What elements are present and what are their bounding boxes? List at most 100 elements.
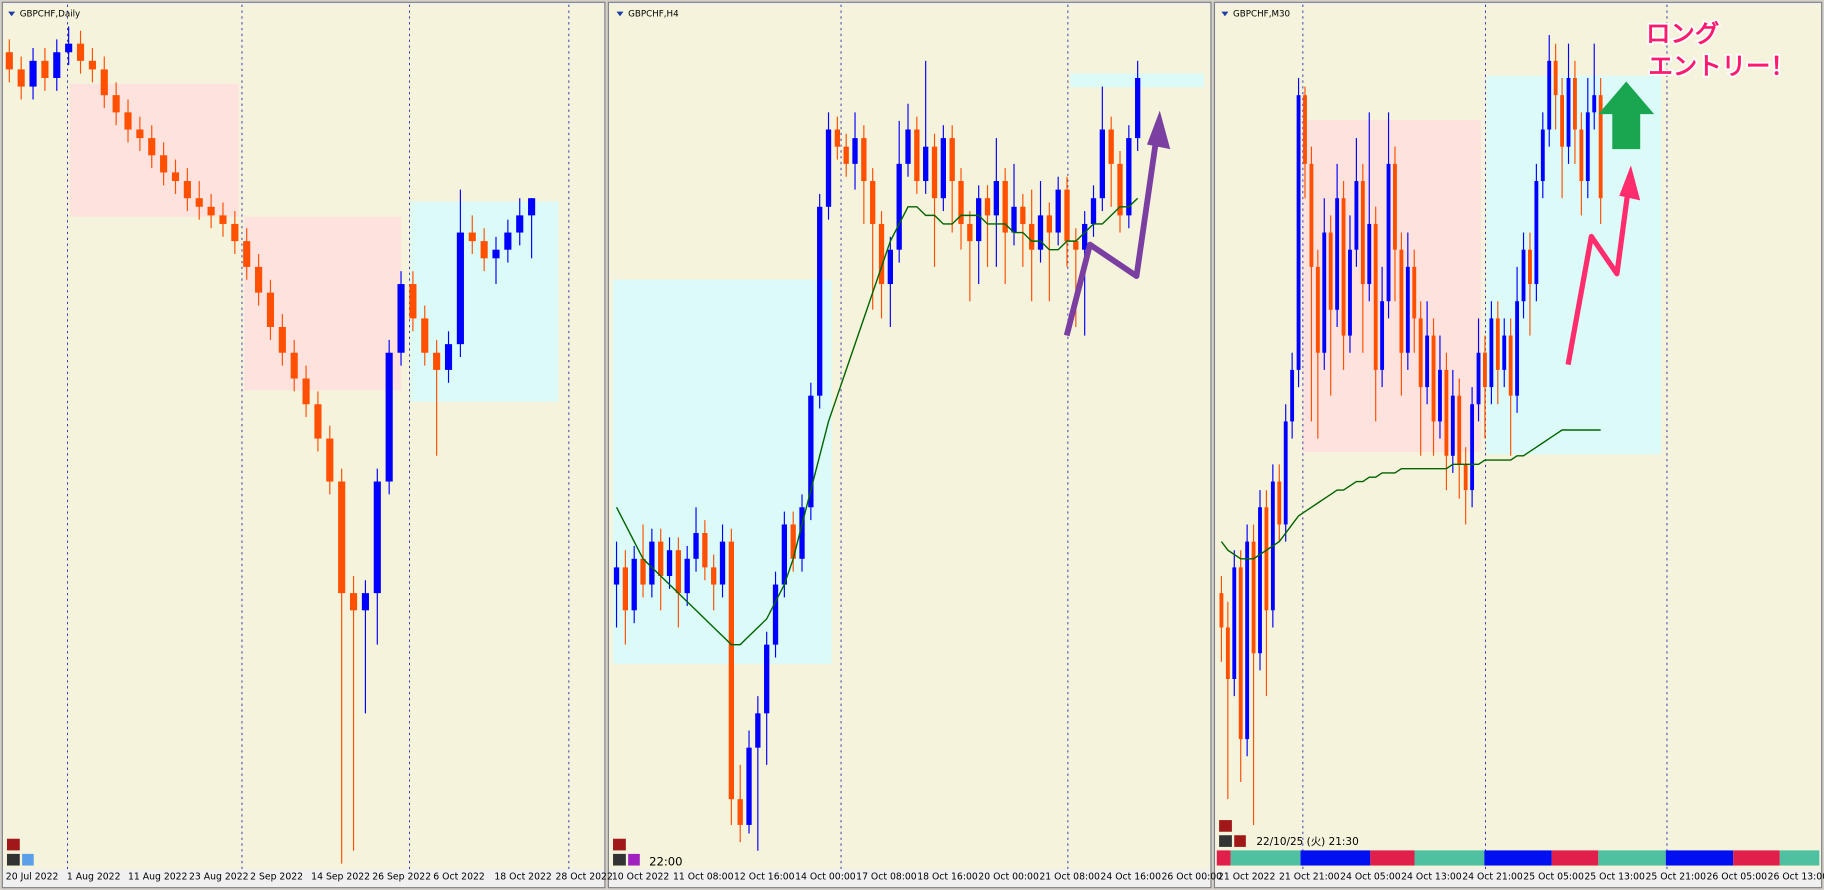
x-tick-label: 10 Oct 2022: [612, 872, 669, 883]
candle-body: [746, 747, 752, 825]
candle-body: [183, 181, 191, 199]
icon[interactable]: [613, 838, 626, 851]
candle-body: [825, 129, 832, 207]
cursor-label: 22:00: [649, 855, 682, 869]
candle-body: [1296, 95, 1301, 370]
candle-body: [1099, 129, 1105, 199]
x-tick-label: 26 Sep 2022: [372, 872, 431, 883]
x-tick-label: 12 Oct 16:00: [734, 872, 795, 883]
candle-body: [1258, 507, 1262, 654]
candle-body: [702, 533, 708, 568]
candle-body: [219, 215, 227, 224]
pink-arrow: [1565, 186, 1632, 366]
candle-body: [1573, 78, 1577, 130]
candle-body: [1431, 335, 1436, 422]
candle-body: [1335, 198, 1340, 310]
candle-body: [675, 550, 682, 594]
candle-body: [940, 138, 946, 199]
candle-body: [17, 69, 25, 87]
candle-body: [1108, 129, 1114, 164]
candle-body: [878, 223, 885, 285]
candle-body: [88, 60, 96, 70]
candle-body: [1386, 163, 1391, 302]
candle-body: [504, 232, 512, 250]
candle-body: [1290, 369, 1295, 422]
title-triangle: [8, 11, 16, 17]
candle-body: [231, 223, 239, 242]
candle-body: [684, 558, 690, 594]
candle-body: [516, 215, 524, 233]
candle-body: [492, 249, 500, 259]
candle-body: [255, 266, 263, 293]
x-tick-label: 14 Sep 2022: [311, 872, 370, 883]
candle-body: [278, 326, 286, 353]
candle-body: [1470, 404, 1475, 491]
candle-body: [711, 567, 717, 585]
x-tick-label: 11 Oct 08:00: [673, 872, 734, 883]
annotation: ロング: [1646, 19, 1719, 48]
candle-body: [808, 395, 814, 508]
candle-body: [1315, 266, 1320, 353]
icon[interactable]: [628, 853, 640, 866]
candle-body: [967, 223, 973, 242]
moving-average: [1220, 429, 1601, 560]
candle-body: [1502, 335, 1507, 370]
x-tick-label: 17 Oct 08:00: [856, 872, 917, 883]
x-tick-label: 20 Oct 00:00: [978, 872, 1039, 883]
icon[interactable]: [6, 838, 20, 851]
candle-body: [1328, 232, 1333, 310]
chart-title: GBPCHF,H4: [628, 9, 679, 19]
x-tick-label: 21 Oct 21:00: [1279, 872, 1340, 883]
candle-body: [160, 155, 168, 173]
icon[interactable]: [1219, 835, 1232, 847]
title-triangle: [616, 11, 624, 17]
icon[interactable]: [6, 853, 20, 866]
candle-body: [887, 249, 894, 285]
candle-body: [480, 241, 488, 259]
candle-body: [1277, 481, 1282, 525]
candle-body: [1399, 249, 1404, 353]
candle-body: [1425, 335, 1430, 388]
candle-body: [53, 52, 61, 79]
candle-body: [1309, 163, 1314, 267]
icon[interactable]: [1219, 820, 1232, 832]
candle-body: [1046, 215, 1052, 233]
candle-body: [1579, 129, 1584, 182]
candle-body: [1483, 352, 1487, 388]
candle-body: [658, 541, 664, 576]
candle-body: [1264, 507, 1269, 611]
candle-body: [631, 558, 637, 611]
candle-body: [314, 404, 322, 439]
x-tick-label: 28 Oct 2022: [555, 872, 612, 883]
candle-body: [1322, 232, 1327, 353]
icon[interactable]: [1234, 835, 1246, 847]
candle-body: [781, 524, 788, 585]
candle-body: [243, 241, 251, 267]
candle-body: [852, 138, 858, 164]
candle-body: [1225, 627, 1230, 679]
candle-body: [124, 112, 132, 130]
x-tick-label: 26 Oct 00:00: [1162, 872, 1223, 883]
candle-body: [755, 713, 761, 748]
candle-body: [719, 541, 726, 585]
candle-body: [1598, 95, 1603, 199]
candle-body: [1457, 395, 1462, 465]
candle-body: [1251, 541, 1256, 654]
candle-body: [148, 138, 156, 156]
annotation: エントリー！: [1648, 52, 1795, 81]
candle-body: [834, 129, 841, 147]
x-tick-label: 24 Oct 13:00: [1401, 872, 1462, 883]
moving-average: [615, 197, 1139, 646]
candle-body: [444, 344, 453, 370]
candle-body: [790, 524, 796, 559]
x-tick-label: 11 Aug 2022: [128, 872, 188, 883]
candle-body: [613, 567, 620, 585]
candle-body: [456, 232, 464, 345]
icon[interactable]: [613, 853, 626, 866]
x-tick-label: 24 Oct 05:00: [1340, 872, 1401, 883]
candle-body: [1585, 112, 1590, 182]
icon[interactable]: [22, 853, 34, 866]
candle-body: [1566, 78, 1571, 147]
candle-body: [302, 378, 310, 405]
x-tick-label: 25 Oct 21:00: [1645, 872, 1706, 883]
